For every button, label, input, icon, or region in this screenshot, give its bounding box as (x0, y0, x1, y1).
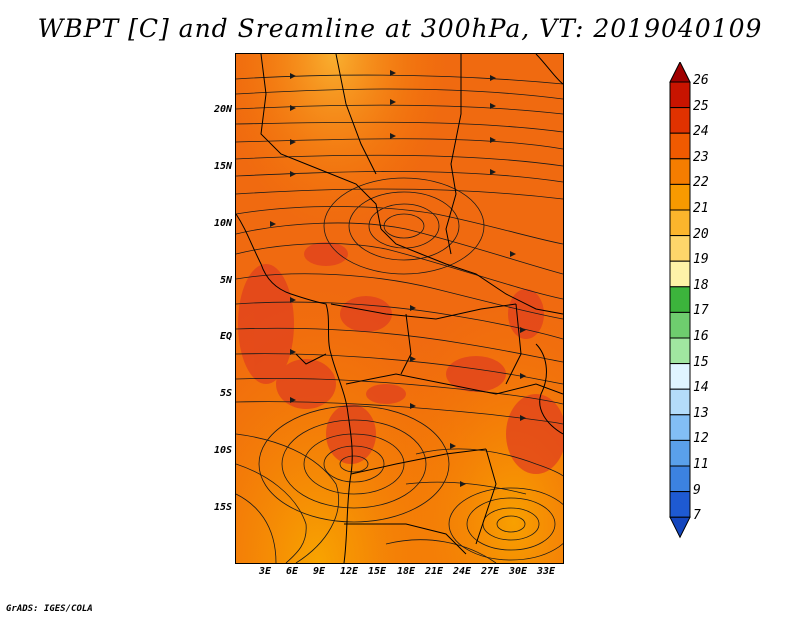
lat-label-20n: 20N (213, 104, 232, 115)
lon-label-27e: 27E (480, 566, 500, 577)
lon-label-18e: 18E (396, 566, 416, 577)
colorbar-level-label: 11 (693, 457, 709, 472)
colorbar-level-label: 13 (693, 405, 709, 421)
map-canvas (236, 54, 563, 563)
colorbar-level-label: 17 (693, 303, 709, 319)
colorbar-level-label: 23 (693, 149, 709, 165)
colorbar-segment (669, 439, 691, 467)
colorbar-segment (669, 286, 691, 313)
lat-label-15n: 15N (213, 161, 232, 172)
colorbar-level-label: 9 (693, 482, 701, 498)
colorbar-segment (669, 183, 691, 211)
lon-label-33e: 33E (536, 566, 556, 577)
lat-label-5s: 5S (219, 388, 232, 399)
colorbar-segment (669, 311, 691, 339)
lat-label-eq: EQ (219, 331, 232, 342)
lon-label-3e: 3E (258, 566, 272, 577)
streamline-arrows (270, 70, 526, 487)
colorbar-segment (669, 81, 691, 109)
colorbar-level-label: 24 (693, 124, 709, 140)
colorbar-segment (669, 414, 691, 441)
political-borders (236, 54, 563, 563)
colorbar-segment (669, 158, 691, 185)
colorbar-level-label: 19 (693, 252, 709, 268)
colorbar-level-label: 22 (693, 175, 709, 191)
lat-label-15s: 15S (213, 502, 232, 513)
colorbar-level-label: 14 (693, 380, 709, 396)
map-panel (235, 53, 564, 564)
colorbar-segment (669, 260, 691, 288)
colorbar-segment (669, 235, 691, 262)
chart-title: WBPT [C] and Sreamline at 300hPa, VT: 20… (37, 14, 763, 43)
lon-label-15e: 15E (367, 566, 387, 577)
colorbar-level-label: 12 (693, 431, 709, 447)
lon-label-21e: 21E (424, 566, 444, 577)
colorbar-level-label: 18 (693, 277, 709, 293)
colorbar-segment (669, 363, 691, 390)
colorbar-level-label: 15 (693, 354, 709, 370)
colorbar-segments (669, 62, 691, 539)
colorbar-segment (669, 491, 691, 518)
colorbar-segment (669, 132, 691, 160)
colorbar-level-label: 21 (693, 201, 709, 216)
colorbar-segment (669, 388, 691, 416)
grads-credit: GrADS: IGES/COLA (6, 604, 93, 614)
lon-label-30e: 30E (508, 566, 528, 577)
lat-label-5n: 5N (219, 275, 232, 286)
colorbar-level-label: 25 (693, 98, 709, 114)
colorbar-level-label: 26 (693, 73, 709, 88)
colorbar-segment (669, 209, 691, 237)
lon-label-9e: 9E (312, 566, 326, 577)
lat-label-10s: 10S (213, 445, 232, 456)
lat-label-10n: 10N (213, 218, 232, 229)
lon-label-12e: 12E (339, 566, 359, 577)
colorbar-segment (669, 465, 691, 493)
colorbar-level-label: 20 (693, 226, 709, 242)
colorbar-segment (669, 337, 691, 365)
lon-label-24e: 24E (452, 566, 472, 577)
colorbar-top-arrow (669, 62, 691, 83)
colorbar-level-label: 7 (693, 508, 701, 524)
streamlines (236, 74, 563, 563)
colorbar (669, 62, 691, 539)
colorbar-bottom-arrow (669, 516, 691, 539)
lon-label-6e: 6E (285, 566, 299, 577)
colorbar-segment (669, 107, 691, 134)
colorbar-level-label: 16 (693, 329, 709, 344)
